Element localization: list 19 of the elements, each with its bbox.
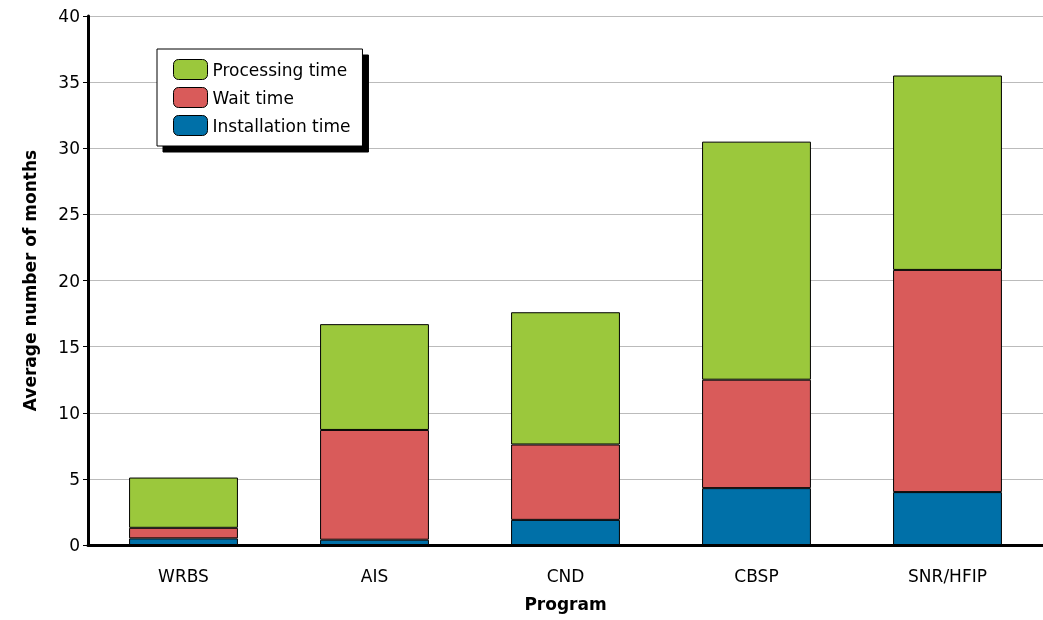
x-tick-label: CBSP xyxy=(734,565,779,586)
y-tick-label: 0 xyxy=(69,535,80,555)
y-axis-title: Average number of months xyxy=(19,149,40,412)
x-tick-label: WRBS xyxy=(158,565,209,586)
y-tick-label: 25 xyxy=(58,204,80,225)
x-tick-label: SNR/HFIP xyxy=(908,565,987,586)
y-tick-label: 15 xyxy=(58,336,80,357)
y-tick-label: 40 xyxy=(58,6,80,26)
legend-label: Installation time xyxy=(212,115,351,136)
legend-label: Wait time xyxy=(212,87,294,108)
y-tick-label: 10 xyxy=(58,402,80,423)
y-tick-label: 5 xyxy=(69,468,80,489)
legend-label: Processing time xyxy=(212,59,348,80)
x-tick-label: AIS xyxy=(360,565,389,586)
x-axis-title: Program xyxy=(524,593,607,614)
y-tick-label: 20 xyxy=(58,270,80,291)
y-tick-label: 30 xyxy=(58,138,80,159)
y-tick-label: 35 xyxy=(58,72,80,93)
x-tick-label: CND xyxy=(546,565,585,586)
